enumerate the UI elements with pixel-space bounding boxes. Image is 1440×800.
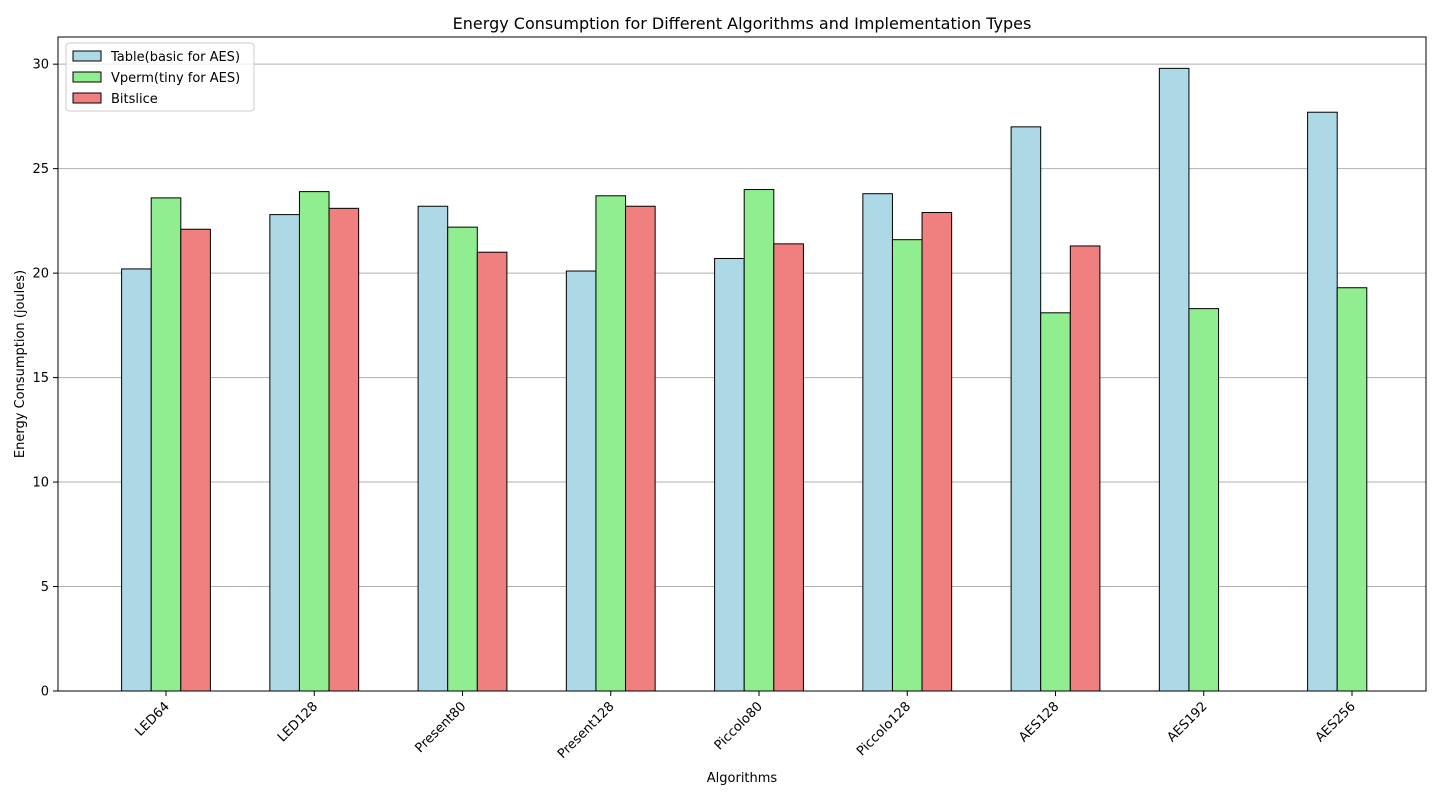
x-axis-label: Algorithms xyxy=(707,771,778,786)
bar-aes128-series-0 xyxy=(1010,126,1042,692)
legend-swatch xyxy=(72,71,102,83)
bars xyxy=(121,67,1368,692)
y-tick-label: 10 xyxy=(32,476,49,491)
x-tick-label: AES192 xyxy=(1164,699,1210,745)
bar-piccolo128-series-2 xyxy=(921,212,953,692)
y-tick-label: 25 xyxy=(32,162,49,177)
bar-present80-series-2 xyxy=(476,251,508,692)
bar-piccolo128-series-1 xyxy=(891,239,923,692)
x-tick-label: AES128 xyxy=(1016,699,1062,745)
x-tick-label: Piccolo80 xyxy=(712,699,766,753)
x-tick-label: Present128 xyxy=(555,699,618,762)
y-tick-label: 15 xyxy=(32,371,49,386)
bar-aes128-series-2 xyxy=(1069,245,1101,692)
x-axis-ticks: LED64 LED128 Present80 Present128 Piccolo80 P… xyxy=(133,691,1359,762)
bar-present128-series-2 xyxy=(625,205,656,692)
bar-led64-series-1 xyxy=(150,197,182,692)
bar-piccolo128-series-0 xyxy=(862,193,893,692)
bar-led64-series-0 xyxy=(121,268,152,692)
y-axis-ticks: 0 5 10 15 20 25 30 xyxy=(32,58,58,700)
x-tick-label: Piccolo128 xyxy=(854,699,914,759)
legend-swatch xyxy=(72,50,102,62)
bar-led64-series-2 xyxy=(180,228,211,692)
bar-aes128-series-1 xyxy=(1040,312,1071,692)
bar-present80-series-0 xyxy=(417,205,449,692)
legend-swatch xyxy=(72,92,102,104)
legend-box xyxy=(65,42,255,112)
legend-label: Bitslice xyxy=(111,92,158,107)
bar-present80-series-1 xyxy=(447,226,478,692)
y-tick-label: 0 xyxy=(41,685,49,700)
bar-piccolo80-series-2 xyxy=(773,243,804,692)
legend-label: Vperm(tiny for AES) xyxy=(111,71,240,86)
bar-aes256-series-0 xyxy=(1307,111,1338,692)
y-axis-label: Energy Consumption (joules) xyxy=(13,270,28,458)
x-tick-label: LED64 xyxy=(133,699,173,739)
bar-aes192-series-1 xyxy=(1188,308,1220,692)
bar-led128-series-2 xyxy=(328,207,360,692)
bar-led128-series-0 xyxy=(269,214,300,692)
bar-present128-series-1 xyxy=(595,195,627,692)
bar-piccolo80-series-1 xyxy=(743,189,775,692)
y-tick-label: 20 xyxy=(32,267,49,282)
bar-piccolo80-series-0 xyxy=(714,257,745,692)
chart-title: Energy Consumption for Different Algorit… xyxy=(453,14,1032,33)
bar-aes192-series-0 xyxy=(1158,67,1190,692)
legend-label: Table(basic for AES) xyxy=(110,50,240,65)
bar-led128-series-1 xyxy=(298,191,330,692)
x-tick-label: AES256 xyxy=(1313,699,1359,745)
x-tick-label: LED128 xyxy=(275,699,321,745)
legend: Table(basic for AES) Vperm(tiny for AES) B… xyxy=(65,42,255,112)
bar-present128-series-0 xyxy=(565,270,597,692)
plot-frame xyxy=(57,36,1427,692)
y-tick-label: 30 xyxy=(32,58,49,73)
y-tick-label: 5 xyxy=(41,580,49,595)
bar-aes256-series-1 xyxy=(1336,287,1368,692)
x-tick-label: Present80 xyxy=(413,699,470,756)
